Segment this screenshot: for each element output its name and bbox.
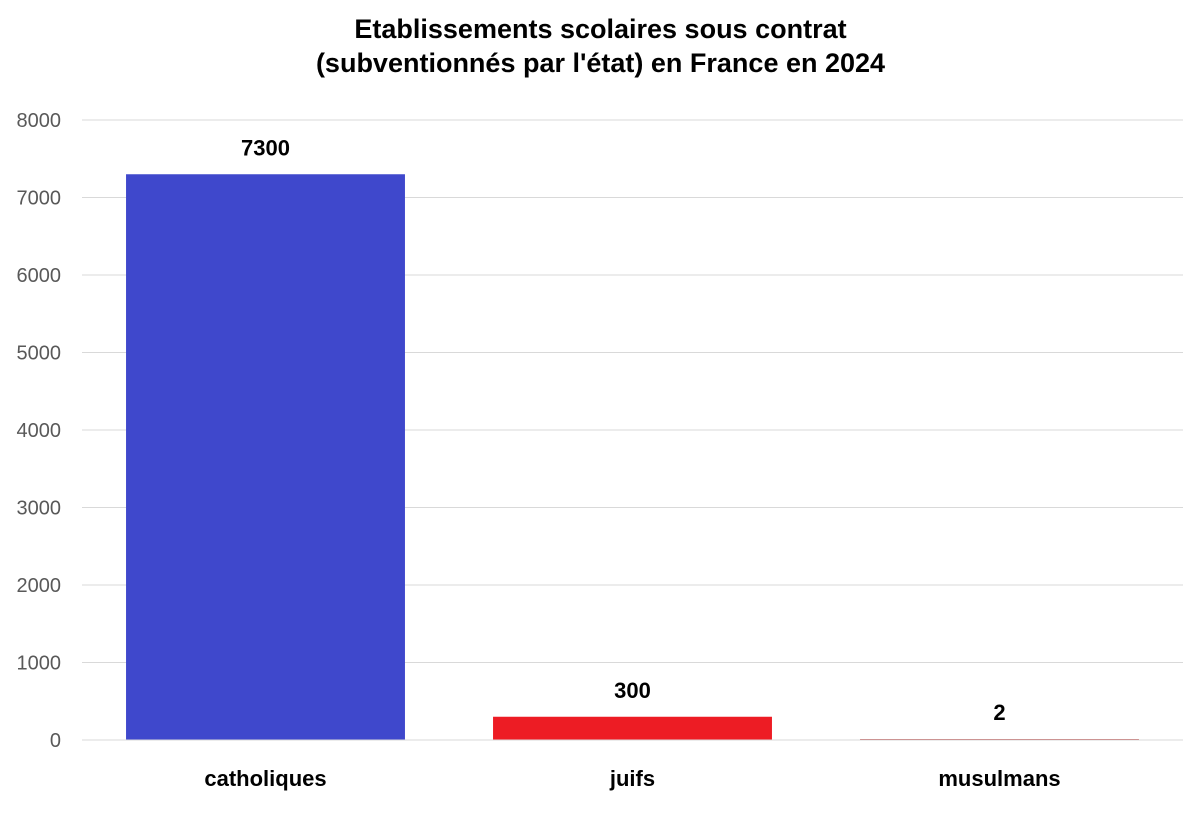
chart-title-line-2: (subventionnés par l'état) en France en … bbox=[315, 48, 886, 78]
y-tick-label: 7000 bbox=[17, 188, 62, 210]
y-tick-label: 4000 bbox=[17, 420, 62, 442]
category-label-juifs: juifs bbox=[609, 766, 655, 791]
chart-title-line-1: Etablissements scolaires sous contrat bbox=[354, 14, 847, 44]
bar-catholiques bbox=[126, 174, 405, 740]
y-axis-tick-labels: 0 1000 2000 3000 4000 5000 6000 7000 8000 bbox=[17, 110, 62, 752]
category-label-catholiques: catholiques bbox=[204, 766, 326, 791]
y-tick-label: 0 bbox=[50, 730, 61, 752]
y-tick-label: 8000 bbox=[17, 110, 62, 132]
y-tick-label: 1000 bbox=[17, 653, 62, 675]
y-tick-label: 2000 bbox=[17, 575, 62, 597]
y-tick-label: 5000 bbox=[17, 343, 62, 365]
data-label-catholiques: 7300 bbox=[241, 135, 290, 160]
data-label-juifs: 300 bbox=[614, 678, 651, 703]
data-labels: 7300 300 2 bbox=[241, 135, 1006, 725]
y-tick-label: 6000 bbox=[17, 265, 62, 287]
chart-title: Etablissements scolaires sous contrat (s… bbox=[0, 12, 1201, 80]
bars bbox=[126, 174, 1139, 740]
data-label-musulmans: 2 bbox=[993, 700, 1005, 725]
category-labels: catholiques juifs musulmans bbox=[204, 766, 1060, 791]
bar-juifs bbox=[493, 716, 772, 740]
category-label-musulmans: musulmans bbox=[938, 766, 1060, 791]
y-tick-label: 3000 bbox=[17, 498, 62, 520]
